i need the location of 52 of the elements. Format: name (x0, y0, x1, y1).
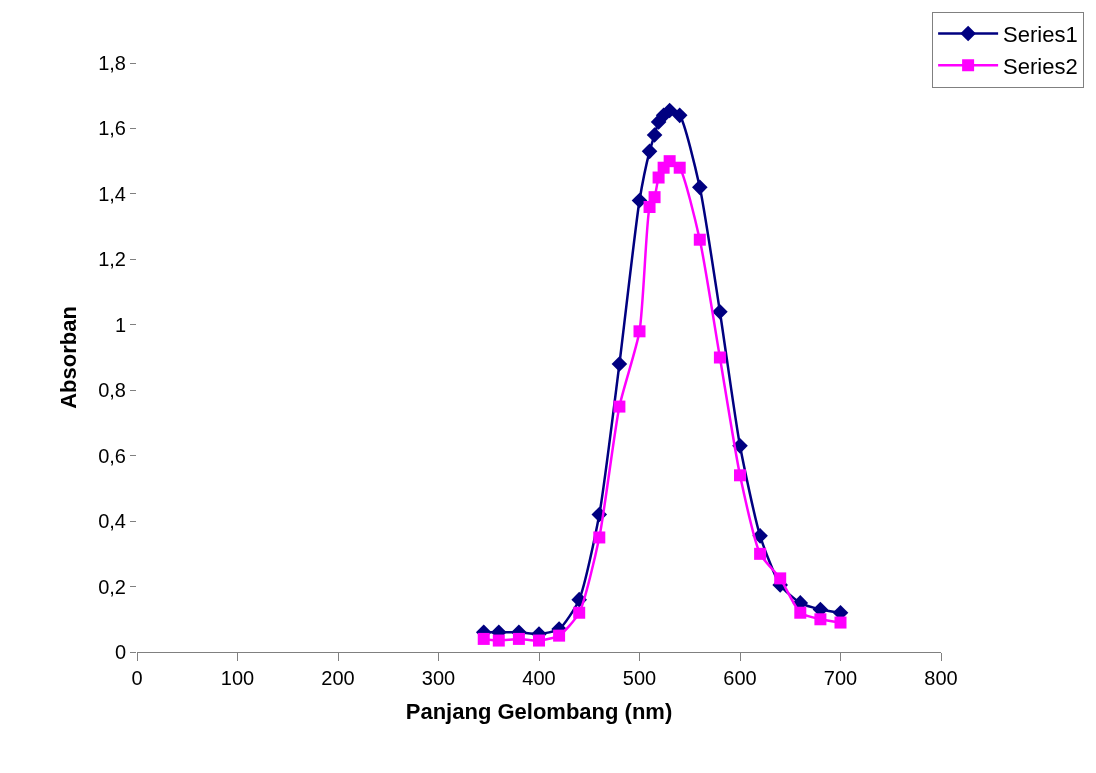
point (693, 233, 706, 246)
legend-label: Series1 (1003, 22, 1078, 48)
point (834, 616, 847, 629)
point (652, 171, 665, 184)
x-tick-label: 600 (723, 667, 757, 689)
y-tick-label: 0,6 (98, 444, 126, 467)
y-axis-title: Absorban (55, 306, 81, 409)
point (646, 127, 663, 143)
x-tick-label: 200 (321, 667, 355, 689)
x-tick-label: 800 (924, 667, 958, 689)
point (533, 634, 545, 647)
point (553, 629, 566, 642)
point (593, 531, 606, 544)
point (712, 303, 728, 320)
point (631, 192, 648, 209)
x-axis-title: Panjang Gelombang (nm) (405, 698, 673, 724)
legend-label: Series2 (1003, 53, 1078, 79)
point (734, 469, 746, 482)
point (611, 356, 628, 372)
point (512, 632, 525, 645)
y-tick-label: 0,8 (98, 379, 126, 402)
y-tick-label: 0 (114, 641, 126, 663)
point (814, 613, 827, 626)
point (794, 606, 807, 619)
x-tick-label: 100 (220, 667, 255, 689)
x-tick-label: 500 (622, 667, 657, 689)
y-tick-label: 0,2 (98, 575, 126, 598)
y-tick-label: 1,4 (98, 182, 126, 205)
y-tick-label: 1 (114, 313, 126, 336)
point (492, 634, 505, 647)
x-tick-label: 400 (522, 667, 556, 689)
point (713, 351, 726, 364)
point (648, 191, 661, 204)
point (633, 325, 646, 338)
y-tick-label: 1,6 (98, 117, 126, 140)
point (477, 632, 490, 645)
y-tick-label: 1,2 (98, 248, 126, 271)
point (613, 400, 626, 413)
point (663, 155, 676, 168)
point (641, 143, 658, 160)
x-tick-label: 300 (421, 667, 456, 689)
point (673, 161, 686, 174)
y-tick-label: 0,4 (98, 510, 126, 533)
point (671, 107, 688, 124)
x-tick-label: 700 (823, 667, 858, 689)
point (754, 547, 767, 560)
point (573, 606, 586, 619)
point (774, 572, 787, 585)
point (643, 200, 656, 213)
x-tick-label: 0 (131, 667, 143, 689)
point (692, 179, 708, 196)
y-tick-label: 1,8 (98, 52, 126, 74)
